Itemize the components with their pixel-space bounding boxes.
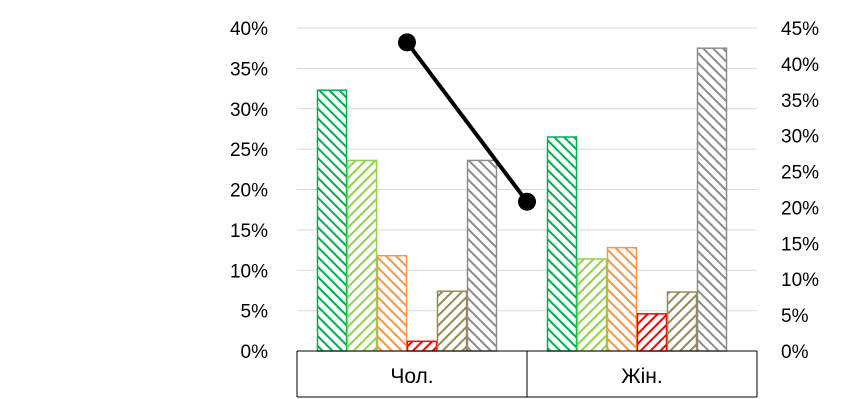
category-label: Чол.: [390, 365, 433, 388]
left-tick-label: 15%: [230, 221, 268, 242]
bar-series-4-cat-1: [406, 340, 438, 352]
line-point-2: [518, 192, 536, 211]
left-tick-label: 25%: [230, 140, 268, 161]
bar-series-group: [316, 47, 728, 352]
bar-series-5-cat-1: [436, 290, 468, 352]
right-tick-label: 5%: [781, 306, 809, 327]
bar-series-6-cat-2: [696, 47, 728, 352]
bar-series-3-cat-1: [376, 254, 408, 352]
left-tick-label: 5%: [241, 302, 269, 323]
right-tick-label: 30%: [781, 127, 819, 148]
bar-series-4-cat-2: [636, 313, 668, 352]
left-tick-label: 0%: [241, 342, 269, 363]
bar-series-3-cat-2: [606, 246, 638, 352]
right-tick-label: 15%: [781, 234, 819, 255]
bar-series-6-cat-1: [466, 159, 498, 352]
right-tick-label: 35%: [781, 91, 819, 112]
bar-series-5-cat-2: [666, 291, 698, 352]
right-tick-label: 20%: [781, 198, 819, 219]
bar-series-2-cat-2: [576, 258, 608, 352]
left-tick-label: 10%: [230, 261, 268, 282]
bar-series-1-cat-1: [316, 89, 348, 352]
bar-series-1-cat-2: [546, 136, 578, 352]
right-y-axis: 0% 5% 10% 15% 20% 25% 30% 35% 40% 45%: [781, 19, 819, 363]
right-tick-label: 45%: [781, 19, 819, 40]
right-tick-label: 10%: [781, 270, 819, 291]
line-series-1: [405, 41, 529, 203]
left-y-axis: 0% 5% 10% 15% 20% 25% 30% 35% 40%: [230, 19, 268, 363]
right-tick-label: 0%: [781, 342, 809, 363]
bar-series-2-cat-1: [346, 159, 378, 352]
left-tick-label: 35%: [230, 59, 268, 80]
line-point-1: [398, 33, 416, 52]
left-tick-label: 20%: [230, 181, 268, 202]
left-tick-label: 30%: [230, 100, 268, 121]
category-axis-table: Чол. Жін.: [296, 350, 758, 398]
line-series-group: [398, 33, 536, 211]
right-tick-label: 40%: [781, 55, 819, 76]
category-label: Жін.: [621, 365, 663, 388]
right-tick-label: 25%: [781, 163, 819, 184]
left-tick-label: 40%: [230, 19, 268, 40]
